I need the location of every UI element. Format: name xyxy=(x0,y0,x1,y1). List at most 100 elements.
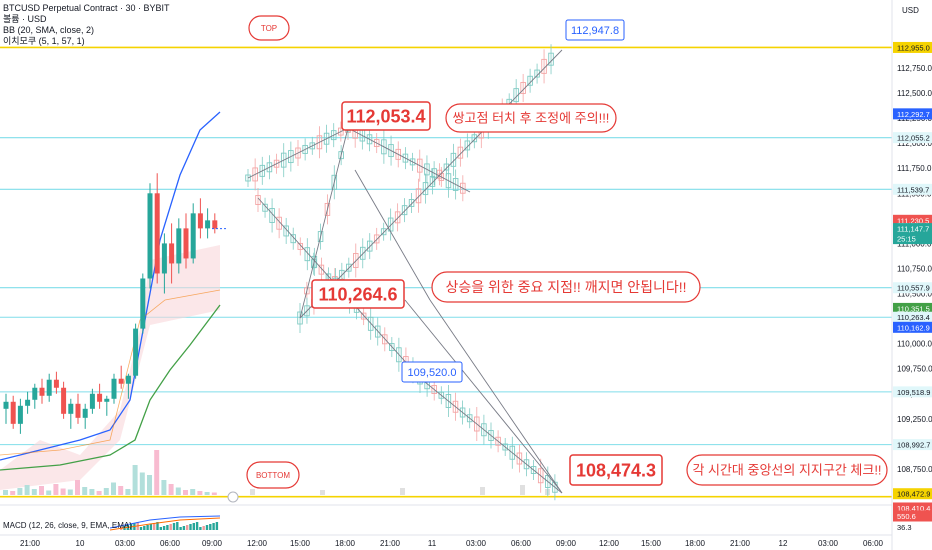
candle-body-27 xyxy=(197,213,203,229)
volume-bar-28 xyxy=(204,492,210,495)
candle-body-10 xyxy=(75,403,81,418)
proj-candle-31 xyxy=(366,240,373,252)
proj-candle-65 xyxy=(395,148,401,160)
volume-bar-16 xyxy=(118,486,124,495)
bottom-price-label: 108,474.3 xyxy=(576,460,656,480)
macd-hist-27 xyxy=(209,524,212,530)
y-tick-3: 112,000.0 xyxy=(897,139,932,148)
proj-candle-108 xyxy=(488,430,494,441)
price-tag-16: 550.6 xyxy=(897,512,916,521)
price-tag-bg-11 xyxy=(893,321,932,333)
peak-price-label: 112,053.4 xyxy=(346,106,425,126)
top-price-label: 112,947.8 xyxy=(571,25,619,37)
macd-hist-22 xyxy=(192,523,195,530)
x-tick-6: 15:00 xyxy=(290,539,311,548)
price-tag-14: 108,472.9 xyxy=(897,490,930,499)
proj-candle-113 xyxy=(523,459,530,470)
proj-candle-2 xyxy=(259,164,266,177)
symbol-title[interactable]: BTCUSD Perpetual Contract · 30 · BYBIT xyxy=(3,3,170,13)
volume-legend[interactable]: 볼륨 · USD xyxy=(3,14,47,24)
proj-candle-6 xyxy=(288,150,294,164)
proj-candle-61 xyxy=(366,134,373,145)
proj-candle-44 xyxy=(457,146,464,159)
bottom-price-label-box xyxy=(569,454,663,486)
price-tag-bg-17 xyxy=(893,521,932,533)
candle-body-11 xyxy=(82,408,88,418)
proj-candle-114 xyxy=(530,466,537,474)
time-axis[interactable]: 21:00 10 03:00 06:00 09:00 12:00 15:00 18:00 21:… xyxy=(0,534,892,548)
volume-bar-11 xyxy=(82,487,88,495)
price-tag-bg-7 xyxy=(893,233,932,245)
proj-candle-41 xyxy=(436,169,443,179)
price-tag-3: 112,055.2 xyxy=(897,134,930,143)
y-tick-4: 111,750.0 xyxy=(897,164,932,173)
macd-legend[interactable]: MACD (12, 26, close, 9, EMA, EMA) xyxy=(3,521,132,530)
mid-low-price-label-box xyxy=(311,279,405,309)
proj-candle-1 xyxy=(252,167,258,182)
note-top: 쌍고점 터치 후 조정에 주의!!! xyxy=(453,111,610,126)
price-axis[interactable]: USD112,750.0112,500.0112,250.0112,000.01… xyxy=(891,0,932,550)
price-tag-bg-14 xyxy=(893,488,932,500)
proj-candle-111 xyxy=(509,445,516,460)
proj-candle-115 xyxy=(537,468,544,484)
price-tag-17: 36.3 xyxy=(897,523,912,532)
y-tick-11: 110,000.0 xyxy=(897,340,932,349)
x-tick-10: 03:00 xyxy=(466,539,487,548)
note-top-bubble xyxy=(445,103,617,133)
price-tag-15: 108,410.4 xyxy=(897,504,930,513)
zigzag-line-2 xyxy=(299,127,349,319)
proj-candle-37 xyxy=(408,199,415,207)
price-tag-1: 112,955.0 xyxy=(897,43,930,52)
x-tick-18: 03:00 xyxy=(818,539,839,548)
price-tag-bg-10 xyxy=(893,311,932,323)
note-mid: 상승을 위한 중요 지점!! 깨지면 안됩니다!! xyxy=(445,279,686,295)
volume-bar-proj-2 xyxy=(400,488,405,495)
proj-candle-93 xyxy=(382,334,388,345)
candles xyxy=(3,173,226,434)
proj-candle-82 xyxy=(304,247,311,262)
proj-candle-13 xyxy=(338,127,344,136)
bb-basis-line xyxy=(0,289,221,456)
price-tag-10: 110,263.4 xyxy=(897,313,930,322)
proj-candle-32 xyxy=(373,234,380,244)
proj-candle-39 xyxy=(422,182,429,196)
proj-candle-79 xyxy=(283,225,289,237)
candle-body-16 xyxy=(118,378,124,384)
x-tick-13: 12:00 xyxy=(599,539,620,548)
volume-bar-4 xyxy=(31,489,37,495)
mid-low-price-label: 110,264.6 xyxy=(318,284,397,304)
proj-candle-17 xyxy=(324,202,331,216)
top-badge: TOP xyxy=(261,24,277,33)
price-tag-bg-5 xyxy=(893,214,932,226)
candle-body-5 xyxy=(39,387,45,396)
price-tag-bg-8 xyxy=(893,282,932,294)
bb-legend[interactable]: BB (20, SMA, close, 2) xyxy=(3,25,95,35)
macd-hist-17 xyxy=(176,522,179,530)
proj-candle-64 xyxy=(388,144,394,158)
proj-candle-68 xyxy=(417,158,423,173)
proj-candle-100 xyxy=(431,385,437,394)
proj-candle-43 xyxy=(450,152,457,167)
y-tick-8: 110,750.0 xyxy=(897,264,932,273)
proj-candle-36 xyxy=(401,205,408,216)
proj-candle-9 xyxy=(309,142,316,150)
macd-hist-11 xyxy=(156,522,159,530)
volume-bar-22 xyxy=(161,480,167,495)
bottom-badge-bubble xyxy=(246,461,300,489)
candle-body-18 xyxy=(133,328,139,376)
zigzag-line-1 xyxy=(347,127,471,193)
proj-candle-21 xyxy=(297,311,303,325)
volume-bar-proj-1 xyxy=(320,490,325,495)
price-axis-bg xyxy=(892,0,932,550)
proj-candle-81 xyxy=(297,242,304,250)
proj-candle-90 xyxy=(360,312,367,320)
ichimoku-legend[interactable]: 이치모쿠 (5, 1, 57, 1) xyxy=(3,36,85,46)
macd-hist-13 xyxy=(162,526,166,530)
proj-candle-16 xyxy=(331,174,338,190)
candle-body-15 xyxy=(111,378,117,399)
macd-hist-25 xyxy=(202,526,205,530)
macd-hist-10 xyxy=(153,523,156,530)
note-bottom: 각 시간대 중앙선의 지지구간 체크!! xyxy=(692,463,881,478)
volume-bar-9 xyxy=(67,489,73,495)
